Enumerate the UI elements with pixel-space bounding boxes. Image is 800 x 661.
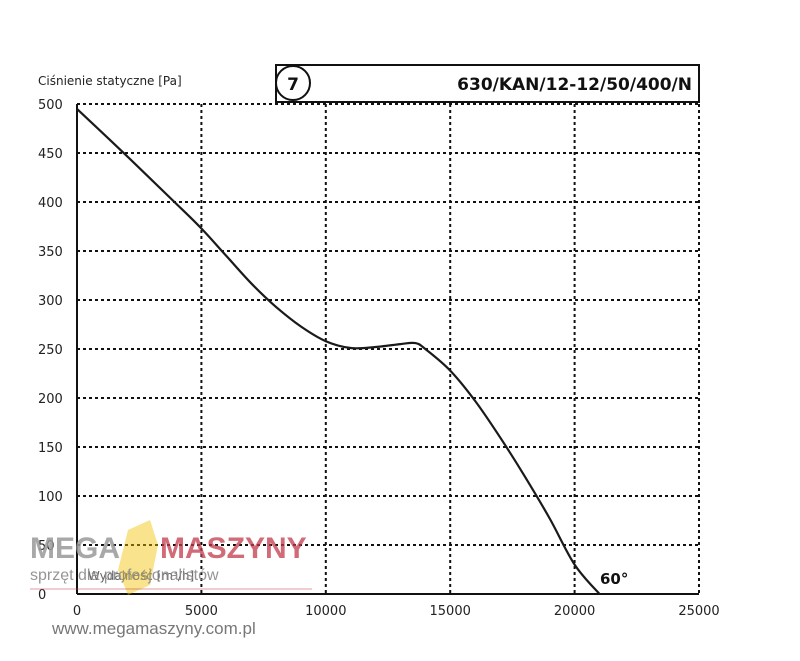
y-tick-label: 500 xyxy=(38,98,63,113)
model-number: 7 xyxy=(287,75,299,95)
y-tick-label: 300 xyxy=(38,294,63,309)
model-banner xyxy=(275,64,700,103)
watermark-brand-right: MASZYNY xyxy=(160,532,307,565)
watermark-url: www.megamaszyny.com.pl xyxy=(51,619,256,638)
x-tick-label: 10000 xyxy=(305,604,346,619)
y-tick-label: 450 xyxy=(38,147,63,162)
x-tick-label: 0 xyxy=(73,604,81,619)
x-tick-label: 5000 xyxy=(185,604,218,619)
y-axis-title: Ciśnienie statyczne [Pa] xyxy=(38,74,182,88)
y-tick-label: 350 xyxy=(38,245,63,260)
x-tick-label: 25000 xyxy=(678,604,719,619)
x-tick-label: 15000 xyxy=(430,604,471,619)
x-axis-title: Wydajność [m³/h] xyxy=(88,569,194,583)
watermark: MEGA MASZYNY sprzęt dla profesjonalistów… xyxy=(30,520,312,638)
y-tick-label: 150 xyxy=(38,441,63,456)
y-tick-label: 0 xyxy=(38,588,46,603)
chart-title: 630/KAN/12-12/50/400/N xyxy=(457,75,692,95)
y-tick-label: 400 xyxy=(38,196,63,211)
y-tick-labels: 0 50 100 150 200 250 300 350 400 450 500 xyxy=(38,98,63,603)
chart-grid xyxy=(76,103,700,595)
y-tick-label: 250 xyxy=(38,343,63,358)
x-tick-labels: 0 5000 10000 15000 20000 25000 xyxy=(73,604,720,619)
blade-angle-label: 60° xyxy=(600,570,628,588)
y-tick-label: 50 xyxy=(38,539,55,554)
x-tick-label: 20000 xyxy=(554,604,595,619)
y-tick-label: 200 xyxy=(38,392,63,407)
model-number-badge xyxy=(275,65,311,101)
watermark-logo-icon xyxy=(118,520,158,595)
watermark-tagline: sprzęt dla profesjonalistów xyxy=(30,567,219,584)
watermark-brand-left: MEGA xyxy=(30,532,120,565)
performance-curve xyxy=(76,108,601,595)
y-tick-label: 100 xyxy=(38,490,63,505)
